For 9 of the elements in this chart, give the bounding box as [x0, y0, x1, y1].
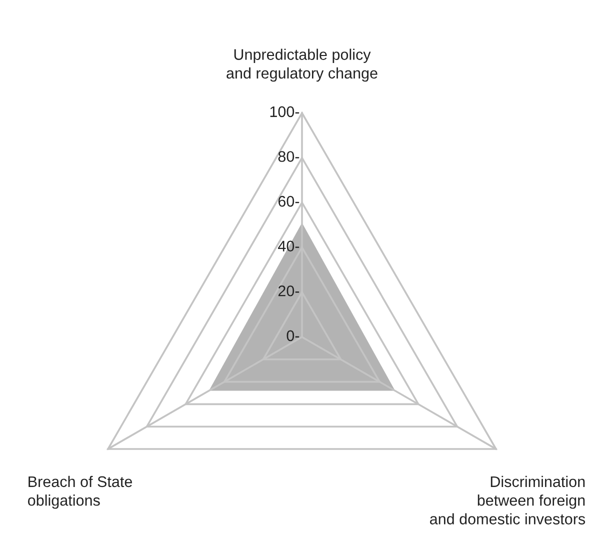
y-tick-label: 0- — [286, 330, 300, 342]
spoke-label: Discrimination between foreign and domestic investors — [430, 476, 586, 524]
y-tick-label: 20- — [278, 285, 300, 296]
spoke-label: Breach of State obligations — [28, 476, 132, 509]
y-tick-label: 100- — [270, 106, 300, 118]
y-tick-label: 80- — [278, 151, 300, 162]
spoke-label: Unpredictable policy and regulatory change — [226, 48, 378, 82]
y-tick-label: 40- — [278, 240, 300, 252]
y-tick-label: 60- — [278, 196, 300, 207]
